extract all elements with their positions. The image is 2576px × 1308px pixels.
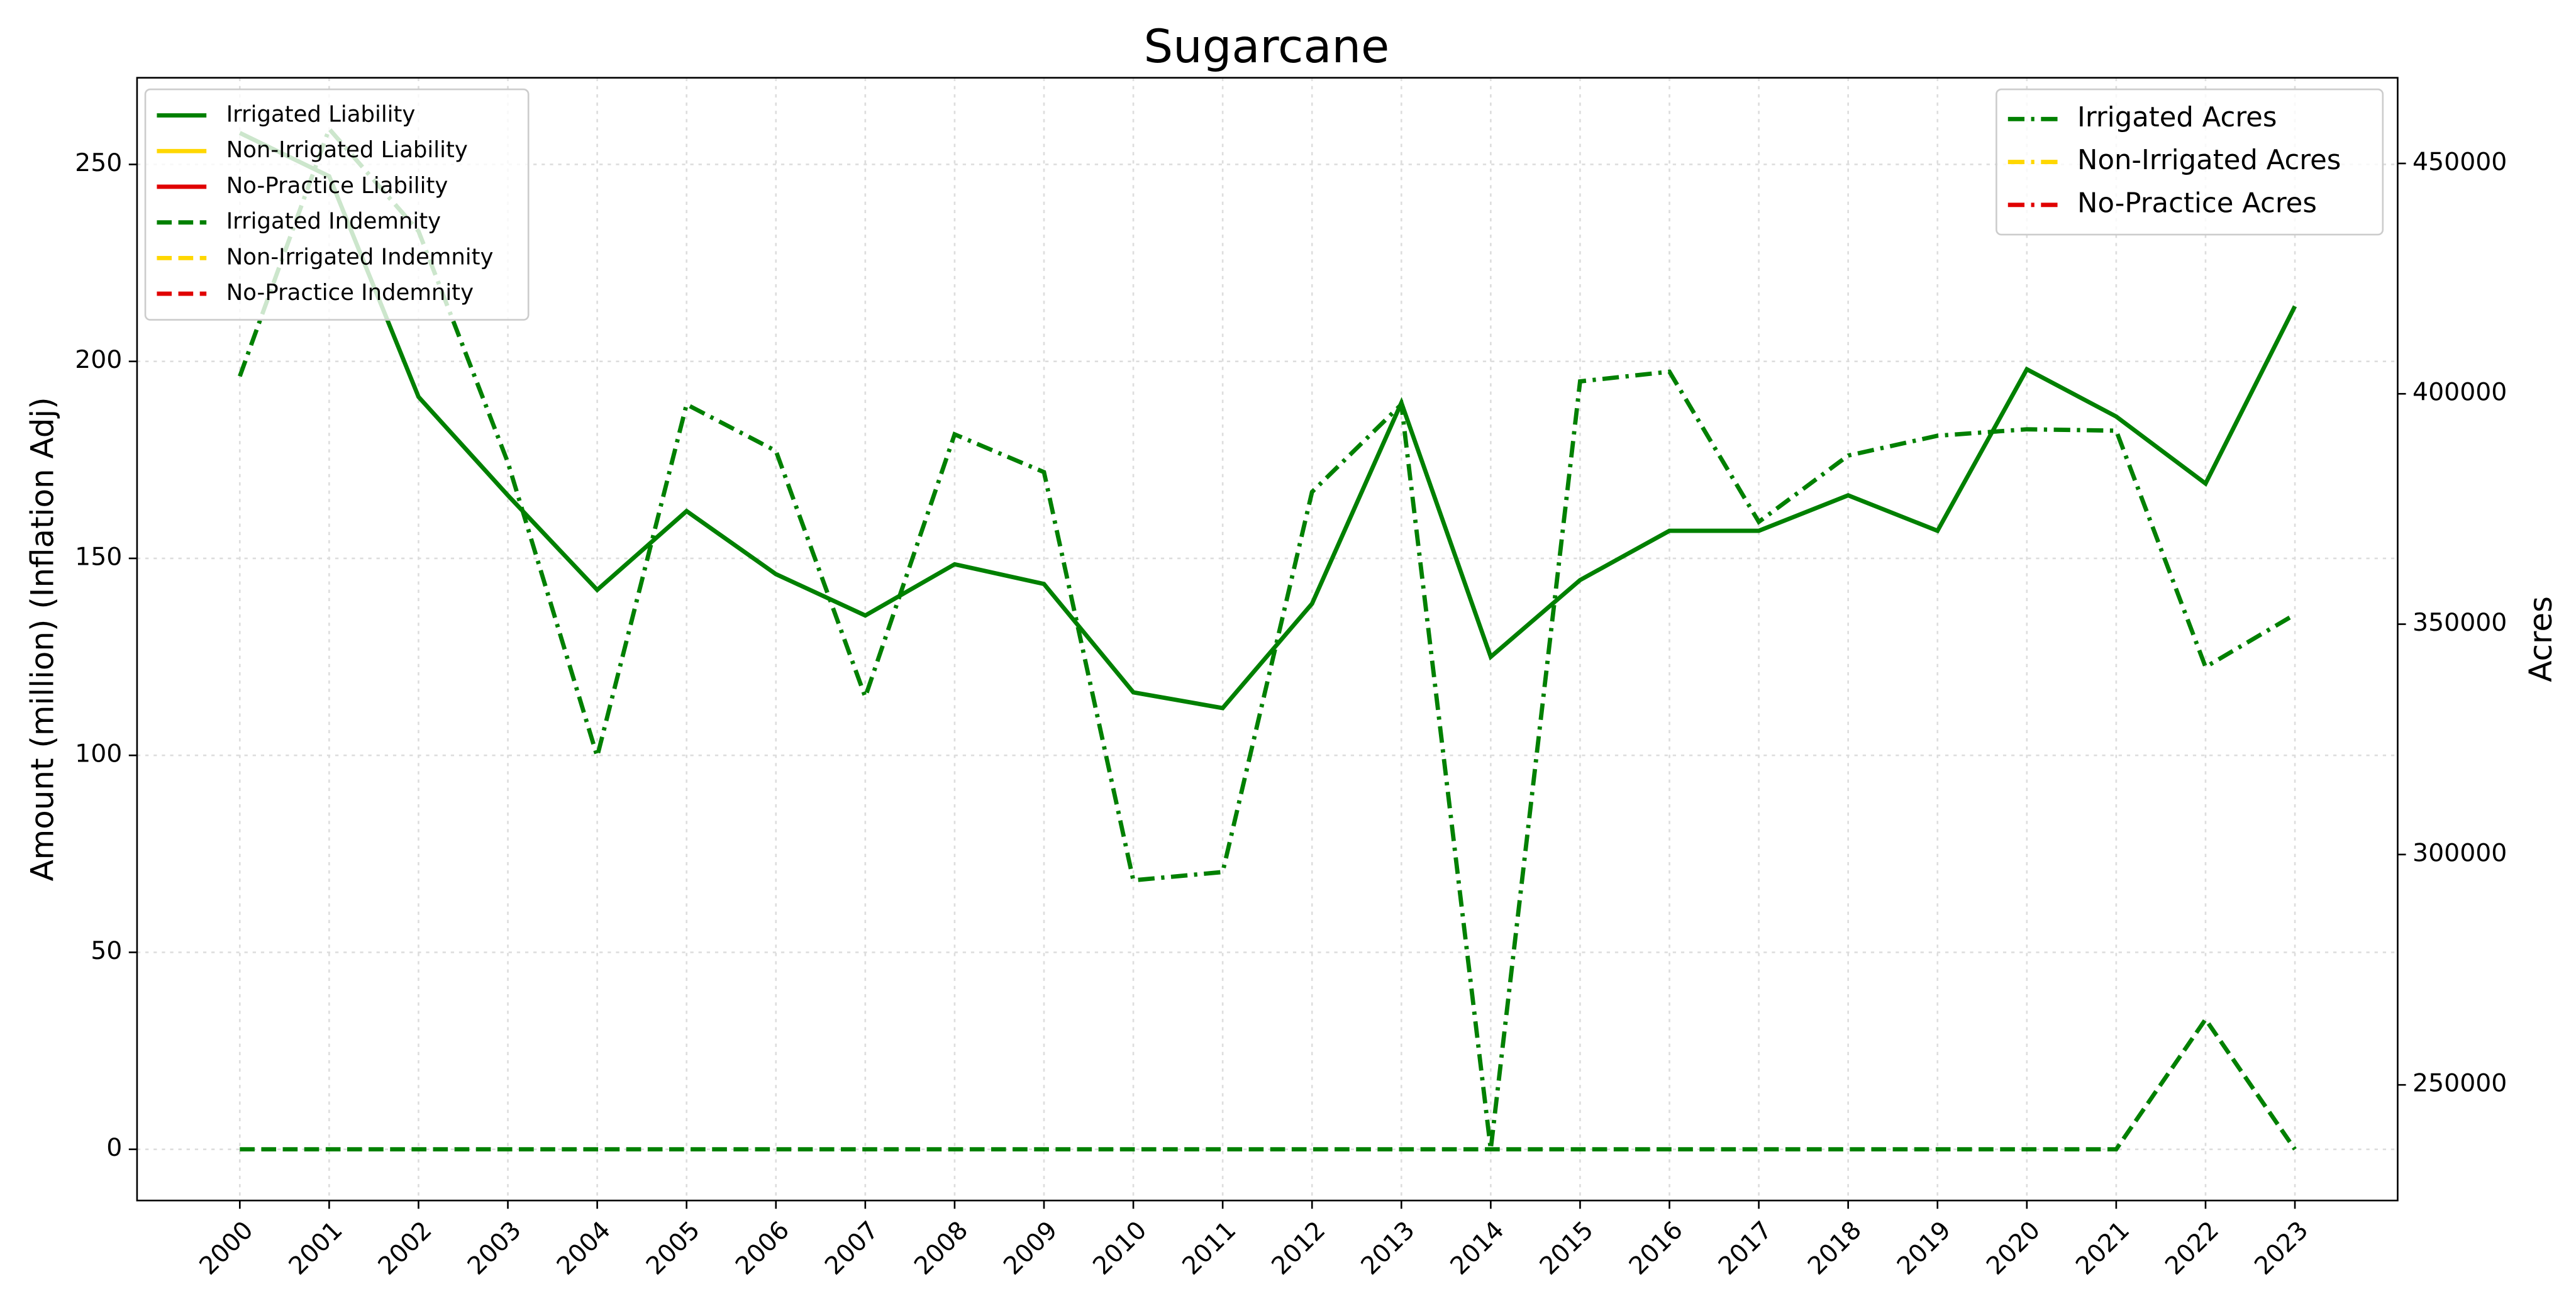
legend-label: Non-Irrigated Indemnity xyxy=(226,244,494,270)
x-tick-label: 2016 xyxy=(1623,1216,1688,1280)
series-line xyxy=(240,1015,2297,1152)
x-tick-label: 2017 xyxy=(1713,1216,1777,1280)
x-tick-label: 2003 xyxy=(462,1216,526,1280)
x-tick-label: 2013 xyxy=(1355,1216,1420,1280)
y-tick-label: 50 xyxy=(91,936,122,965)
legend-label: No-Practice Acres xyxy=(2077,187,2317,219)
x-tick-label: 2011 xyxy=(1177,1216,1241,1280)
x-tick-label: 2019 xyxy=(1892,1216,1957,1280)
y2-tick-label: 350000 xyxy=(2412,608,2507,637)
y-tick-label: 200 xyxy=(75,345,122,374)
x-tick-label: 2009 xyxy=(998,1216,1063,1280)
x-tick-label: 2002 xyxy=(372,1216,437,1280)
y-tick-label: 250 xyxy=(75,148,122,177)
y-tick-label: 100 xyxy=(75,740,122,768)
legend-label: Irrigated Acres xyxy=(2077,102,2277,133)
x-tick-label: 2008 xyxy=(909,1216,974,1280)
legend-box xyxy=(1996,88,2384,236)
legend-label: Non-Irrigated Acres xyxy=(2077,145,2341,176)
x-tick-label: 2001 xyxy=(283,1216,348,1280)
y-tick-label: 0 xyxy=(106,1133,122,1162)
chart-title: Sugarcane xyxy=(1143,20,1389,74)
x-tick-label: 2010 xyxy=(1087,1216,1152,1280)
x-tick-label: 2014 xyxy=(1445,1216,1509,1280)
x-tick-label: 2006 xyxy=(730,1216,795,1280)
series-line xyxy=(238,131,2297,711)
y-axis-label: Amount (million) (Inflation Adj) xyxy=(24,397,60,881)
y2-tick-label: 400000 xyxy=(2412,378,2507,407)
legend-label: Irrigated Indemnity xyxy=(226,209,441,235)
y2-tick-label: 250000 xyxy=(2412,1069,2507,1098)
legend-label: No-Practice Indemnity xyxy=(226,280,474,306)
x-tick-label: 2000 xyxy=(194,1216,258,1280)
legend-box xyxy=(144,88,530,321)
x-tick-label: 2018 xyxy=(1802,1216,1867,1280)
legend-label: Non-Irrigated Liability xyxy=(226,137,468,163)
y2-axis-label: Acres xyxy=(2523,596,2559,682)
x-tick-label: 2021 xyxy=(2070,1216,2135,1280)
series-line xyxy=(238,125,2296,1150)
x-tick-label: 2022 xyxy=(2160,1216,2224,1280)
legend-label: No-Practice Liability xyxy=(226,173,448,199)
x-tick-label: 2007 xyxy=(819,1216,884,1280)
x-tick-label: 2012 xyxy=(1266,1216,1331,1280)
plot-frame xyxy=(136,77,2399,1202)
x-tick-label: 2004 xyxy=(551,1216,616,1280)
x-tick-label: 2015 xyxy=(1534,1216,1599,1280)
legend-label: Irrigated Liability xyxy=(226,102,416,128)
x-tick-label: 2005 xyxy=(641,1216,706,1280)
y2-tick-label: 300000 xyxy=(2412,838,2507,867)
x-tick-label: 2020 xyxy=(1981,1216,2046,1280)
y-tick-label: 150 xyxy=(75,542,122,571)
x-tick-label: 2023 xyxy=(2249,1216,2314,1280)
y2-tick-label: 450000 xyxy=(2412,147,2507,176)
